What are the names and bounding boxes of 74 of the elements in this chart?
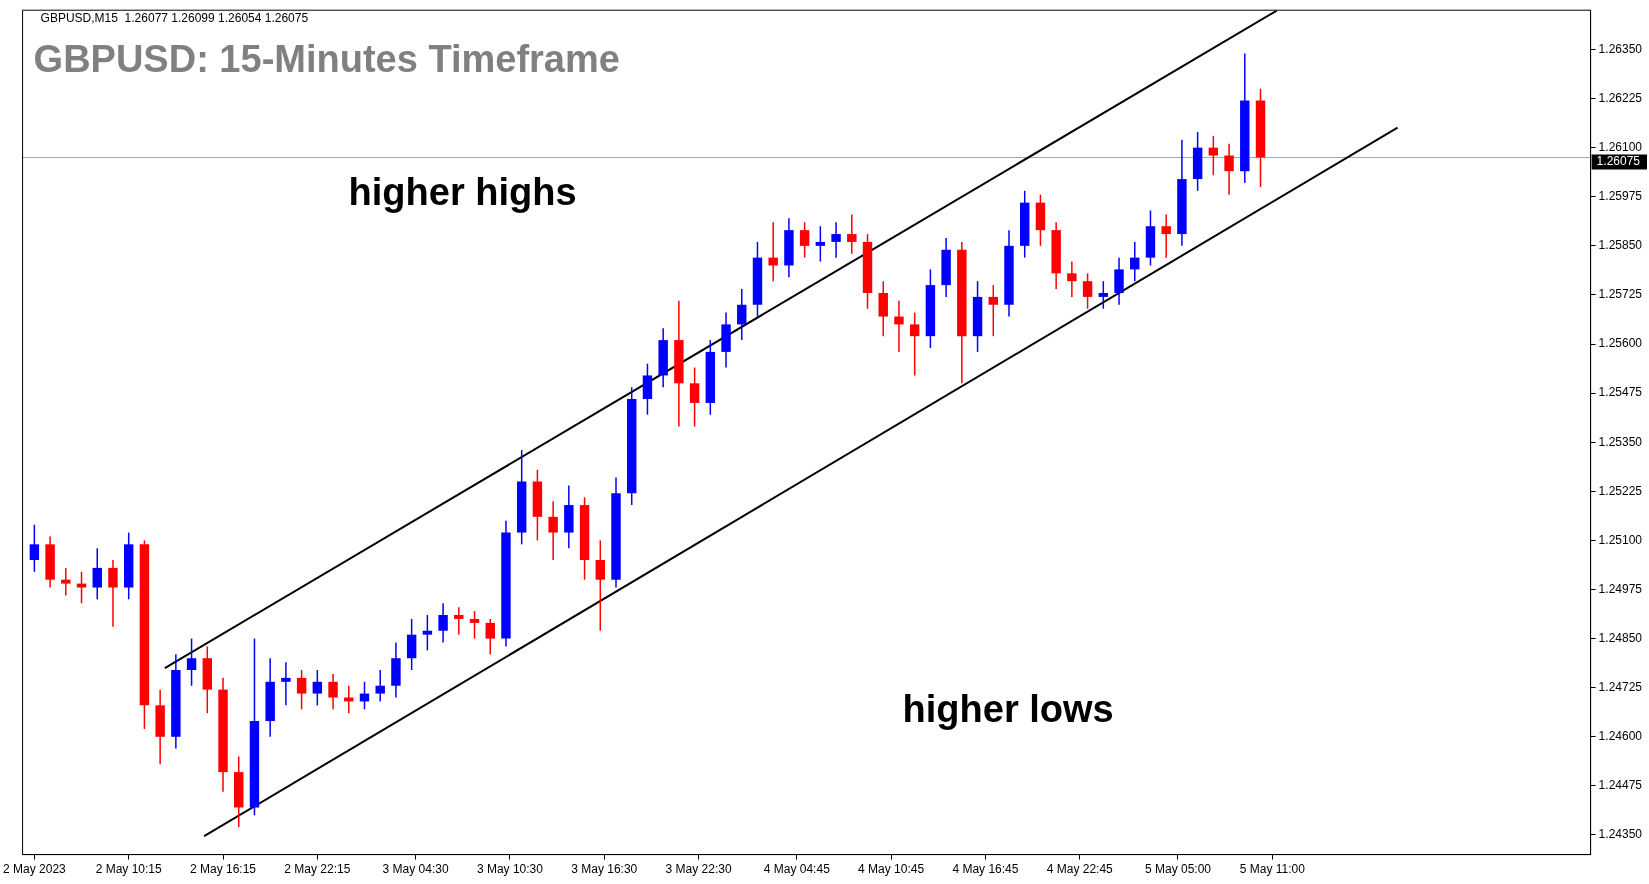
x-tick-label: 5 May 05:00 [1144, 862, 1212, 877]
candlestick [375, 669, 385, 703]
x-tick-label: 2 May 2023 [3, 862, 67, 877]
y-tick-label: 1.25100 [1598, 532, 1643, 547]
annotation: GBPUSD,M15 1.26077 1.26099 1.26054 1.26075 [40, 11, 309, 26]
candlestick [689, 366, 700, 428]
candlestick [595, 539, 605, 632]
candlestick [422, 614, 433, 652]
annotation: higher highs [348, 171, 577, 214]
x-tick-label: 5 May 11:00 [1239, 862, 1306, 877]
x-tick-label: 3 May 10:30 [476, 862, 544, 877]
candlestick [296, 669, 307, 711]
y-tick-label: 1.24725 [1598, 680, 1643, 694]
candlestick [1161, 213, 1171, 259]
candlestick [186, 637, 197, 687]
candlestick [642, 362, 653, 416]
candlestick [909, 311, 920, 377]
candlestick [815, 225, 826, 263]
candlestick [1067, 260, 1077, 298]
candlestick [831, 221, 841, 259]
candlestick [485, 618, 495, 656]
candlestick [29, 523, 40, 573]
candlestick [1114, 256, 1124, 306]
x-tick-label: 4 May 22:45 [1046, 862, 1114, 877]
y-tick-label: 1.25600 [1598, 336, 1643, 351]
y-tick-label: 1.25850 [1598, 238, 1643, 253]
candlestick [406, 618, 417, 671]
x-tick-label: 2 May 16:15 [189, 862, 257, 877]
x-tick-label: 3 May 22:30 [665, 862, 732, 877]
candlestick [768, 221, 778, 282]
candlestick [76, 571, 87, 604]
y-tick-label: 1.25475 [1598, 385, 1643, 400]
text: GBPUSD: 15-Minutes Timeframe [33, 38, 620, 81]
annotation: higher lows [902, 688, 1114, 731]
y-tick-label: 1.26350 [1598, 41, 1643, 56]
ref-line-label: 1.26075 [1596, 154, 1641, 169]
y-tick-label: 1.25350 [1598, 434, 1643, 449]
x-tick-label: 4 May 16:45 [952, 862, 1019, 877]
y-tick-label: 1.26100 [1598, 139, 1643, 154]
candlestick [847, 213, 857, 255]
y-tick-label: 1.26225 [1598, 90, 1643, 105]
candlestick [1082, 272, 1093, 310]
candlestick [108, 559, 118, 628]
x-tick-label: 2 May 10:15 [95, 862, 163, 877]
candlestick [737, 288, 747, 341]
candlestick [894, 300, 904, 353]
y-tick-label: 1.24600 [1598, 729, 1643, 744]
candlestick [312, 669, 323, 707]
x-tick-label: 4 May 04:45 [763, 862, 831, 877]
y-tick-label: 1.24850 [1598, 630, 1643, 645]
candlestick [548, 500, 558, 561]
candlestick [61, 567, 71, 597]
candlestick [988, 284, 998, 337]
y-tick-label: 1.25975 [1598, 189, 1643, 204]
y-tick-label: 1.24475 [1598, 778, 1643, 793]
candlestick [92, 547, 102, 601]
candlestick [1098, 280, 1109, 310]
candlestick [1224, 142, 1234, 196]
y-tick-label: 1.24975 [1598, 581, 1643, 596]
candlestick [454, 606, 464, 636]
candlestick [878, 280, 888, 337]
y-tick-label: 1.25725 [1598, 287, 1643, 302]
candlestick [438, 602, 448, 644]
y-tick-label: 1.25225 [1598, 483, 1643, 498]
x-tick-label: 4 May 10:45 [858, 862, 925, 877]
x-tick-label: 3 May 16:30 [571, 862, 638, 877]
candlestick [281, 661, 291, 707]
candlestick [328, 673, 338, 711]
candlestick [1208, 135, 1219, 176]
x-tick-label: 3 May 04:30 [382, 862, 449, 877]
candlestick [469, 610, 480, 640]
y-tick-label: 1.24350 [1598, 827, 1643, 842]
x-tick-label: 2 May 22:15 [284, 862, 351, 877]
candlestick [799, 221, 810, 259]
